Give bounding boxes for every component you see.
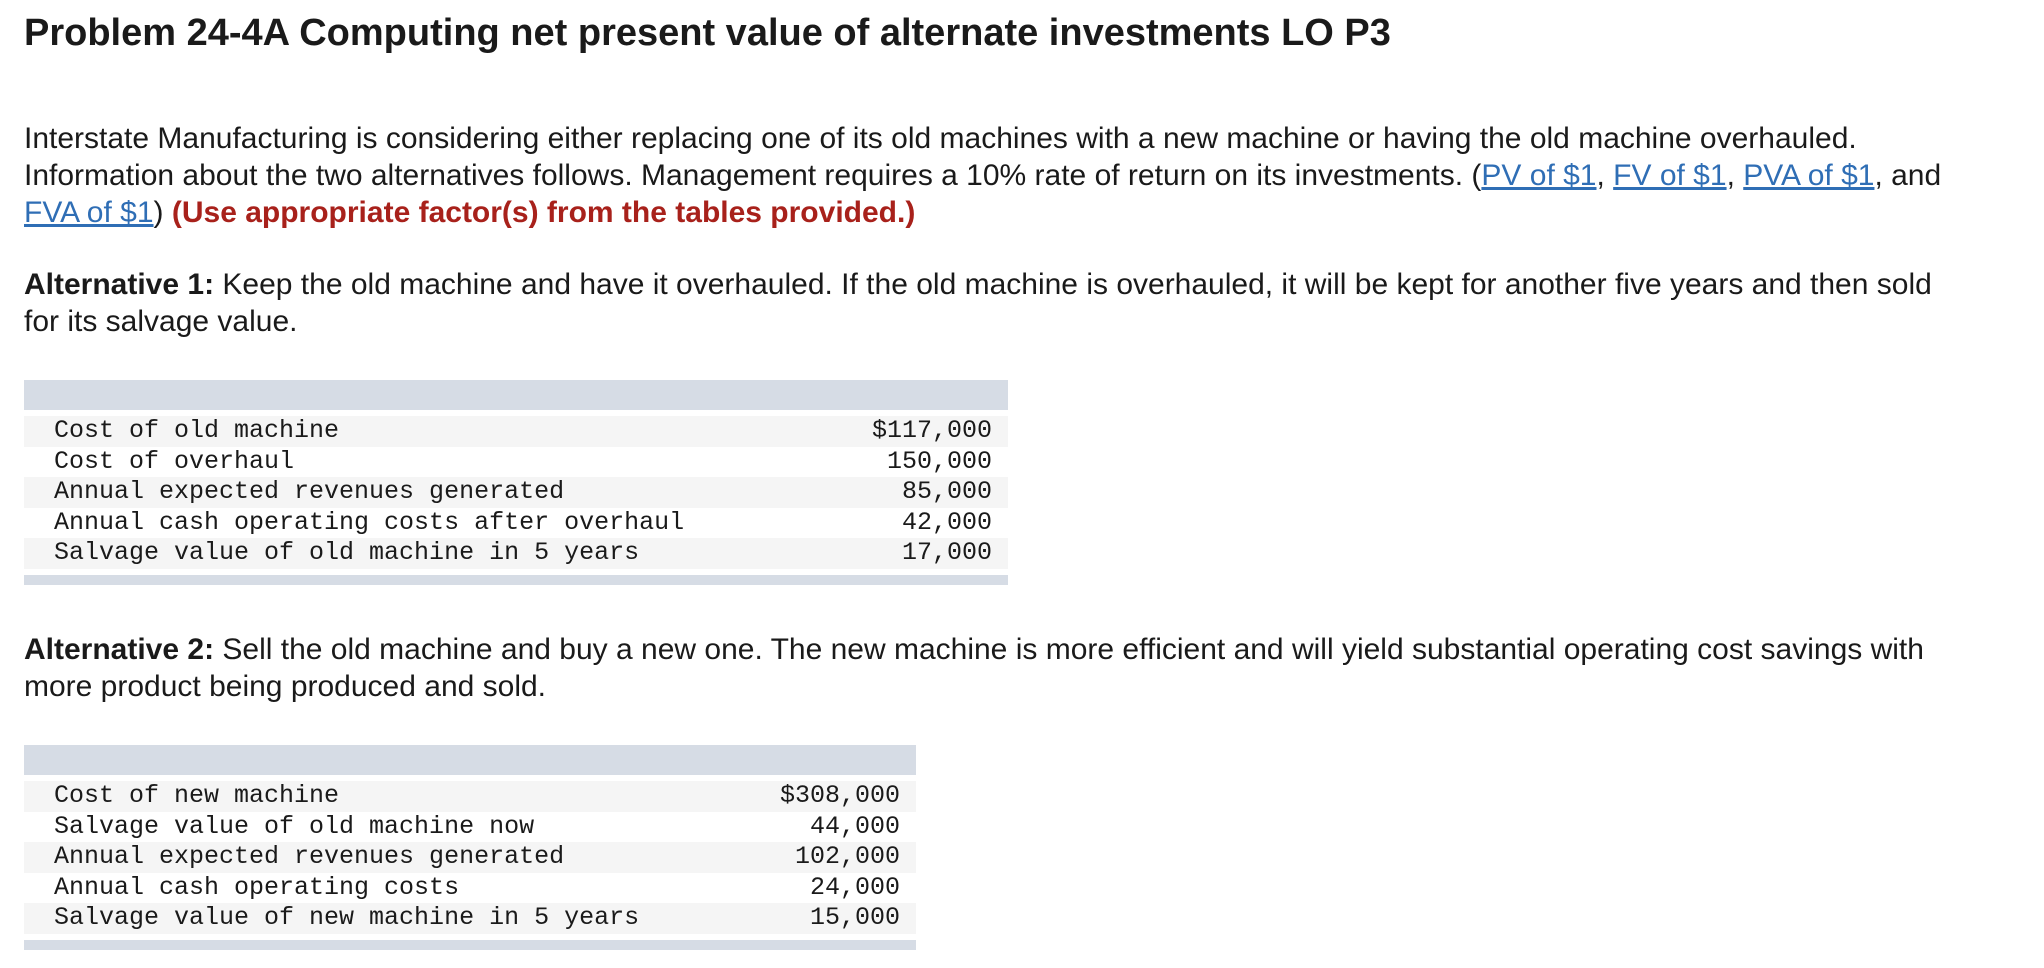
row-value: 15,000 <box>694 903 916 934</box>
row-value: $308,000 <box>694 781 916 812</box>
row-value: $117,000 <box>694 416 1008 447</box>
table-header-band <box>24 745 916 775</box>
alternative-1-table: Cost of old machine $117,000 Cost of over… <box>24 380 1008 585</box>
table-row: Salvage value of old machine now 44,000 <box>24 812 916 843</box>
row-value: 102,000 <box>694 842 916 873</box>
row-value: 85,000 <box>694 477 1008 508</box>
alternative-2-table: Cost of new machine $308,000 Salvage valu… <box>24 745 916 950</box>
table-row: Annual expected revenues generated 85,000 <box>24 477 1008 508</box>
pv-of-1-link[interactable]: PV of $1 <box>1481 159 1597 192</box>
table-row: Annual cash operating costs 24,000 <box>24 873 916 904</box>
row-label: Annual expected revenues generated <box>24 477 694 508</box>
separator: , <box>1596 159 1614 192</box>
table-row: Cost of new machine $308,000 <box>24 781 916 812</box>
alternative-2-text: Sell the old machine and buy a new one. … <box>24 633 1924 703</box>
table-row: Cost of overhaul 150,000 <box>24 447 1008 478</box>
alternative-2-heading: Alternative 2: <box>24 633 215 666</box>
alternative-1-description: Alternative 1: Keep the old machine and … <box>24 266 1964 340</box>
separator: ) <box>153 196 172 229</box>
table-row: Salvage value of new machine in 5 years 1… <box>24 903 916 934</box>
row-label: Cost of new machine <box>24 781 694 812</box>
intro-paragraph: Interstate Manufacturing is considering … <box>24 120 1964 231</box>
row-label: Cost of old machine <box>24 416 694 447</box>
separator: , and <box>1874 159 1942 192</box>
row-value: 150,000 <box>886 446 992 476</box>
alternative-2-description: Alternative 2: Sell the old machine and … <box>24 631 1964 705</box>
row-label: Cost of overhaul <box>54 446 295 476</box>
table-footer-band <box>24 939 916 950</box>
pva-of-1-link[interactable]: PVA of $1 <box>1743 159 1875 192</box>
row-label: Annual cash operating costs after overha… <box>54 507 685 537</box>
row-label: Salvage value of old machine in 5 years <box>24 538 694 569</box>
table-footer-band <box>24 574 1008 585</box>
fva-of-1-link[interactable]: FVA of $1 <box>24 196 154 229</box>
alternative-1-text: Keep the old machine and have it overhau… <box>24 268 1932 338</box>
alternative-1-heading: Alternative 1: <box>24 268 215 301</box>
row-value: 42,000 <box>901 507 992 537</box>
intro-text: Interstate Manufacturing is considering … <box>24 122 1857 192</box>
instruction-note: (Use appropriate factor(s) from the tabl… <box>171 196 916 229</box>
row-label: Annual cash operating costs <box>54 872 460 902</box>
page-title: Problem 24-4A Computing net present valu… <box>24 12 1391 54</box>
row-label: Annual expected revenues generated <box>24 842 694 873</box>
row-value: 24,000 <box>809 872 900 902</box>
table-header-band <box>24 380 1008 410</box>
table-row: Cost of old machine $117,000 <box>24 416 1008 447</box>
table-row: Salvage value of old machine in 5 years 1… <box>24 538 1008 569</box>
row-value: 17,000 <box>694 538 1008 569</box>
row-value: 44,000 <box>809 811 900 841</box>
row-label: Salvage value of new machine in 5 years <box>24 903 694 934</box>
table-row: Annual cash operating costs after overha… <box>24 508 1008 539</box>
separator: , <box>1726 159 1744 192</box>
row-label: Salvage value of old machine now <box>54 811 535 841</box>
table-row: Annual expected revenues generated 102,00… <box>24 842 916 873</box>
fv-of-1-link[interactable]: FV of $1 <box>1613 159 1727 192</box>
